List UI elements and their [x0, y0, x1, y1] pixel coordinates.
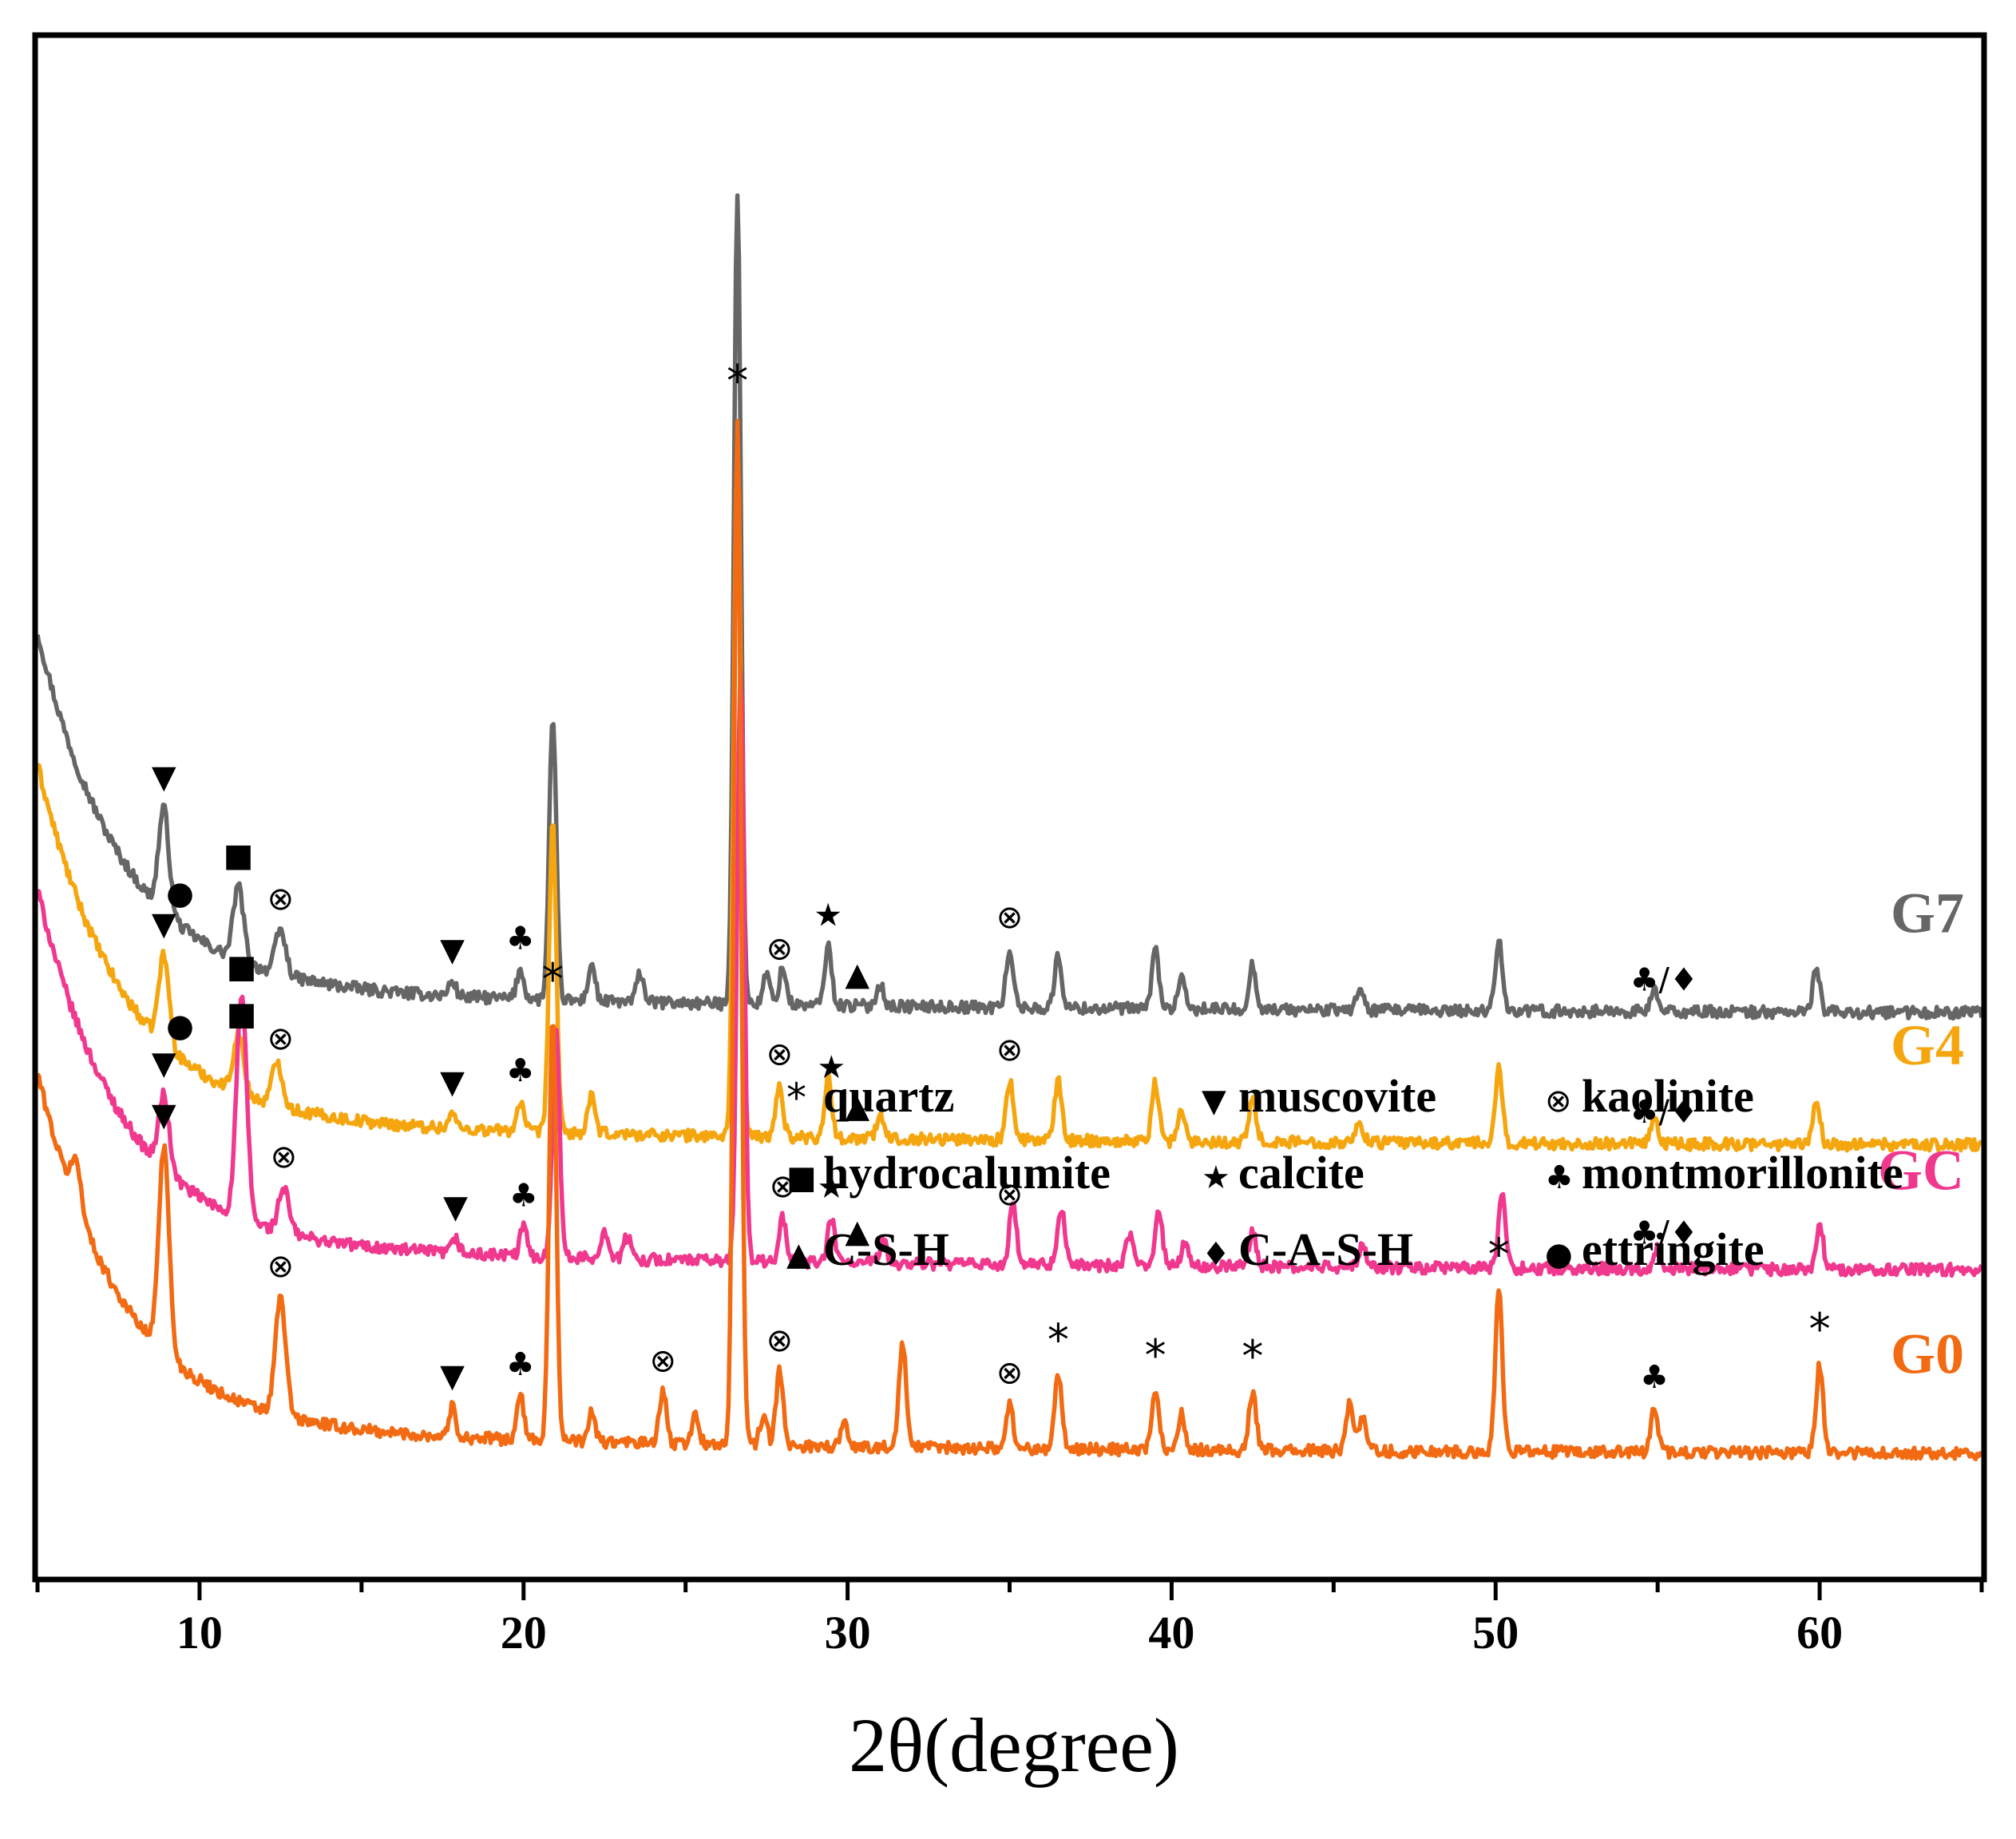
marker-G4-6: ⊗: [766, 1036, 794, 1072]
marker-G4-3: ⊗: [267, 1021, 295, 1057]
legend-label-C-S-H: C-S-H: [823, 1223, 949, 1275]
marker-GC-4: ♣: [509, 1177, 538, 1214]
marker-G0-6: *: [727, 355, 748, 406]
legend-symbol-ettringite: ●: [1545, 1236, 1573, 1273]
marker-G0-10: *: [1145, 1330, 1166, 1381]
legend: * quartz ▼ muscovite ⊗ kaolinite ■ hydrocalumit…: [786, 1070, 1903, 1275]
marker-G4-8: ▲: [845, 1088, 869, 1125]
marker-G0-3: ♣: [506, 1346, 535, 1383]
legend-symbol-montmorillonite: ♣: [1545, 1159, 1574, 1196]
marker-G7-7: ★: [814, 897, 842, 933]
marker-G0-0: ▼: [152, 1097, 176, 1134]
legend-symbol-C-S-H: ▲: [786, 1236, 811, 1273]
marker-GC-0: ▼: [152, 1045, 176, 1082]
legend-symbol-quartz: *: [786, 1075, 806, 1121]
legend-symbol-kaolinite: ⊗: [1545, 1083, 1572, 1120]
marker-G7-3: ⊗: [267, 881, 295, 918]
legend-symbol-calcite: ★: [1202, 1159, 1230, 1196]
marker-G0-13: ♣: [1640, 1359, 1669, 1396]
marker-G4-4: ▼: [440, 1064, 465, 1101]
x-axis: 10 20 30 40 50 60: [35, 1579, 1984, 1659]
legend-label-kaolinite: kaolinite: [1582, 1070, 1754, 1122]
legend-label-calcite: calcite: [1238, 1147, 1364, 1199]
marker-GC-5: ⊗: [770, 1168, 797, 1205]
marker-G7-0: ▼: [152, 759, 176, 795]
x-tick-label-20: 20: [501, 1607, 547, 1659]
marker-G7-10: ♣/♦: [1630, 961, 1698, 998]
legend-label-muscovite: muscovite: [1238, 1070, 1436, 1122]
marker-G0-8: ⊗: [996, 1355, 1024, 1392]
x-tick-label-40: 40: [1148, 1607, 1194, 1659]
legend-label-C-A-S-H: C-A-S-H: [1238, 1223, 1413, 1275]
marker-G4-0: ▼: [152, 906, 176, 942]
series-label-G7: G7: [1891, 882, 1964, 945]
marker-GC-3: ▼: [443, 1189, 468, 1226]
series-line-G4: [36, 437, 1984, 1153]
x-tick-label-60: 60: [1796, 1607, 1843, 1659]
x-tick-label-10: 10: [176, 1607, 223, 1659]
series-label-G0: G0: [1891, 1322, 1964, 1386]
legend-symbol-hydrocalumite: ■: [786, 1159, 817, 1196]
marker-G0-12: *: [1488, 1230, 1510, 1280]
legend-label-montmorillonite: montmorillonite: [1582, 1147, 1903, 1199]
marker-G7-1: ●: [166, 875, 194, 912]
marker-G0-2: ▼: [440, 1358, 465, 1395]
x-axis-title: 2θ(degree): [849, 1702, 1179, 1788]
marker-G4-1: ●: [166, 1008, 194, 1044]
series-line-GC: [36, 668, 1984, 1278]
legend-label-quartz: quartz: [823, 1070, 954, 1122]
marker-G4-2: ■: [227, 996, 257, 1032]
marker-G0-11: *: [1242, 1331, 1263, 1381]
marker-G7-9: ⊗: [996, 899, 1024, 936]
marker-G7-5: ♣: [506, 920, 535, 957]
legend-label-ettringite: ettringite: [1582, 1223, 1764, 1275]
marker-G0-1: ⊗: [267, 1248, 295, 1285]
marker-GC-9: ♣/♦: [1630, 1215, 1698, 1252]
marker-G7-8: ▲: [845, 957, 869, 993]
marker-G7-6: ⊗: [766, 931, 794, 968]
marker-G4-10: ♣/♦: [1630, 1094, 1698, 1131]
series-layer: G7 G4 GC G0: [35, 193, 1984, 1462]
marker-G0-4: *: [542, 954, 564, 1005]
marker-G4-9: ⊗: [996, 1032, 1024, 1068]
legend-symbol-muscovite: ▼: [1202, 1083, 1226, 1120]
marker-G4-5: ♣: [506, 1052, 535, 1089]
marker-GC-6: ★: [817, 1169, 846, 1206]
marker-GC-2: ⊗: [271, 1139, 298, 1175]
marker-GC-8: ⊗: [996, 1176, 1024, 1213]
marker-G0-5: ⊗: [650, 1342, 677, 1379]
marker-GC-1: ■: [227, 949, 257, 985]
series-label-G4: G4: [1891, 1013, 1964, 1077]
series-line-G0: [35, 418, 1984, 1462]
legend-symbol-C-A-S-H: ♦: [1202, 1236, 1230, 1273]
x-tick-label-50: 50: [1472, 1607, 1519, 1659]
marker-GC-7: ▲: [845, 1214, 869, 1250]
legend-label-hydrocalumite: hydrocalumite: [823, 1147, 1111, 1199]
marker-G4-7: ★: [817, 1049, 846, 1086]
series-label-GC: GC: [1878, 1139, 1964, 1203]
marker-G0-9: *: [1048, 1314, 1069, 1365]
marker-G7-4: ▼: [440, 932, 465, 969]
marker-layer: ▼●■⊗▼ ♣ ⊗★▲⊗♣/♦▼● ■⊗▼ ♣ ⊗ ★▲⊗♣/♦▼■⊗▼ ♣ ⊗ ★▲⊗♣/♦▼⊗…: [152, 355, 1831, 1395]
x-tick-label-30: 30: [825, 1607, 871, 1659]
marker-G7-2: ■: [224, 837, 254, 874]
series-line-G7: [35, 193, 1984, 1021]
marker-G0-14: *: [1809, 1304, 1831, 1354]
marker-G0-7: ⊗: [766, 1322, 794, 1359]
